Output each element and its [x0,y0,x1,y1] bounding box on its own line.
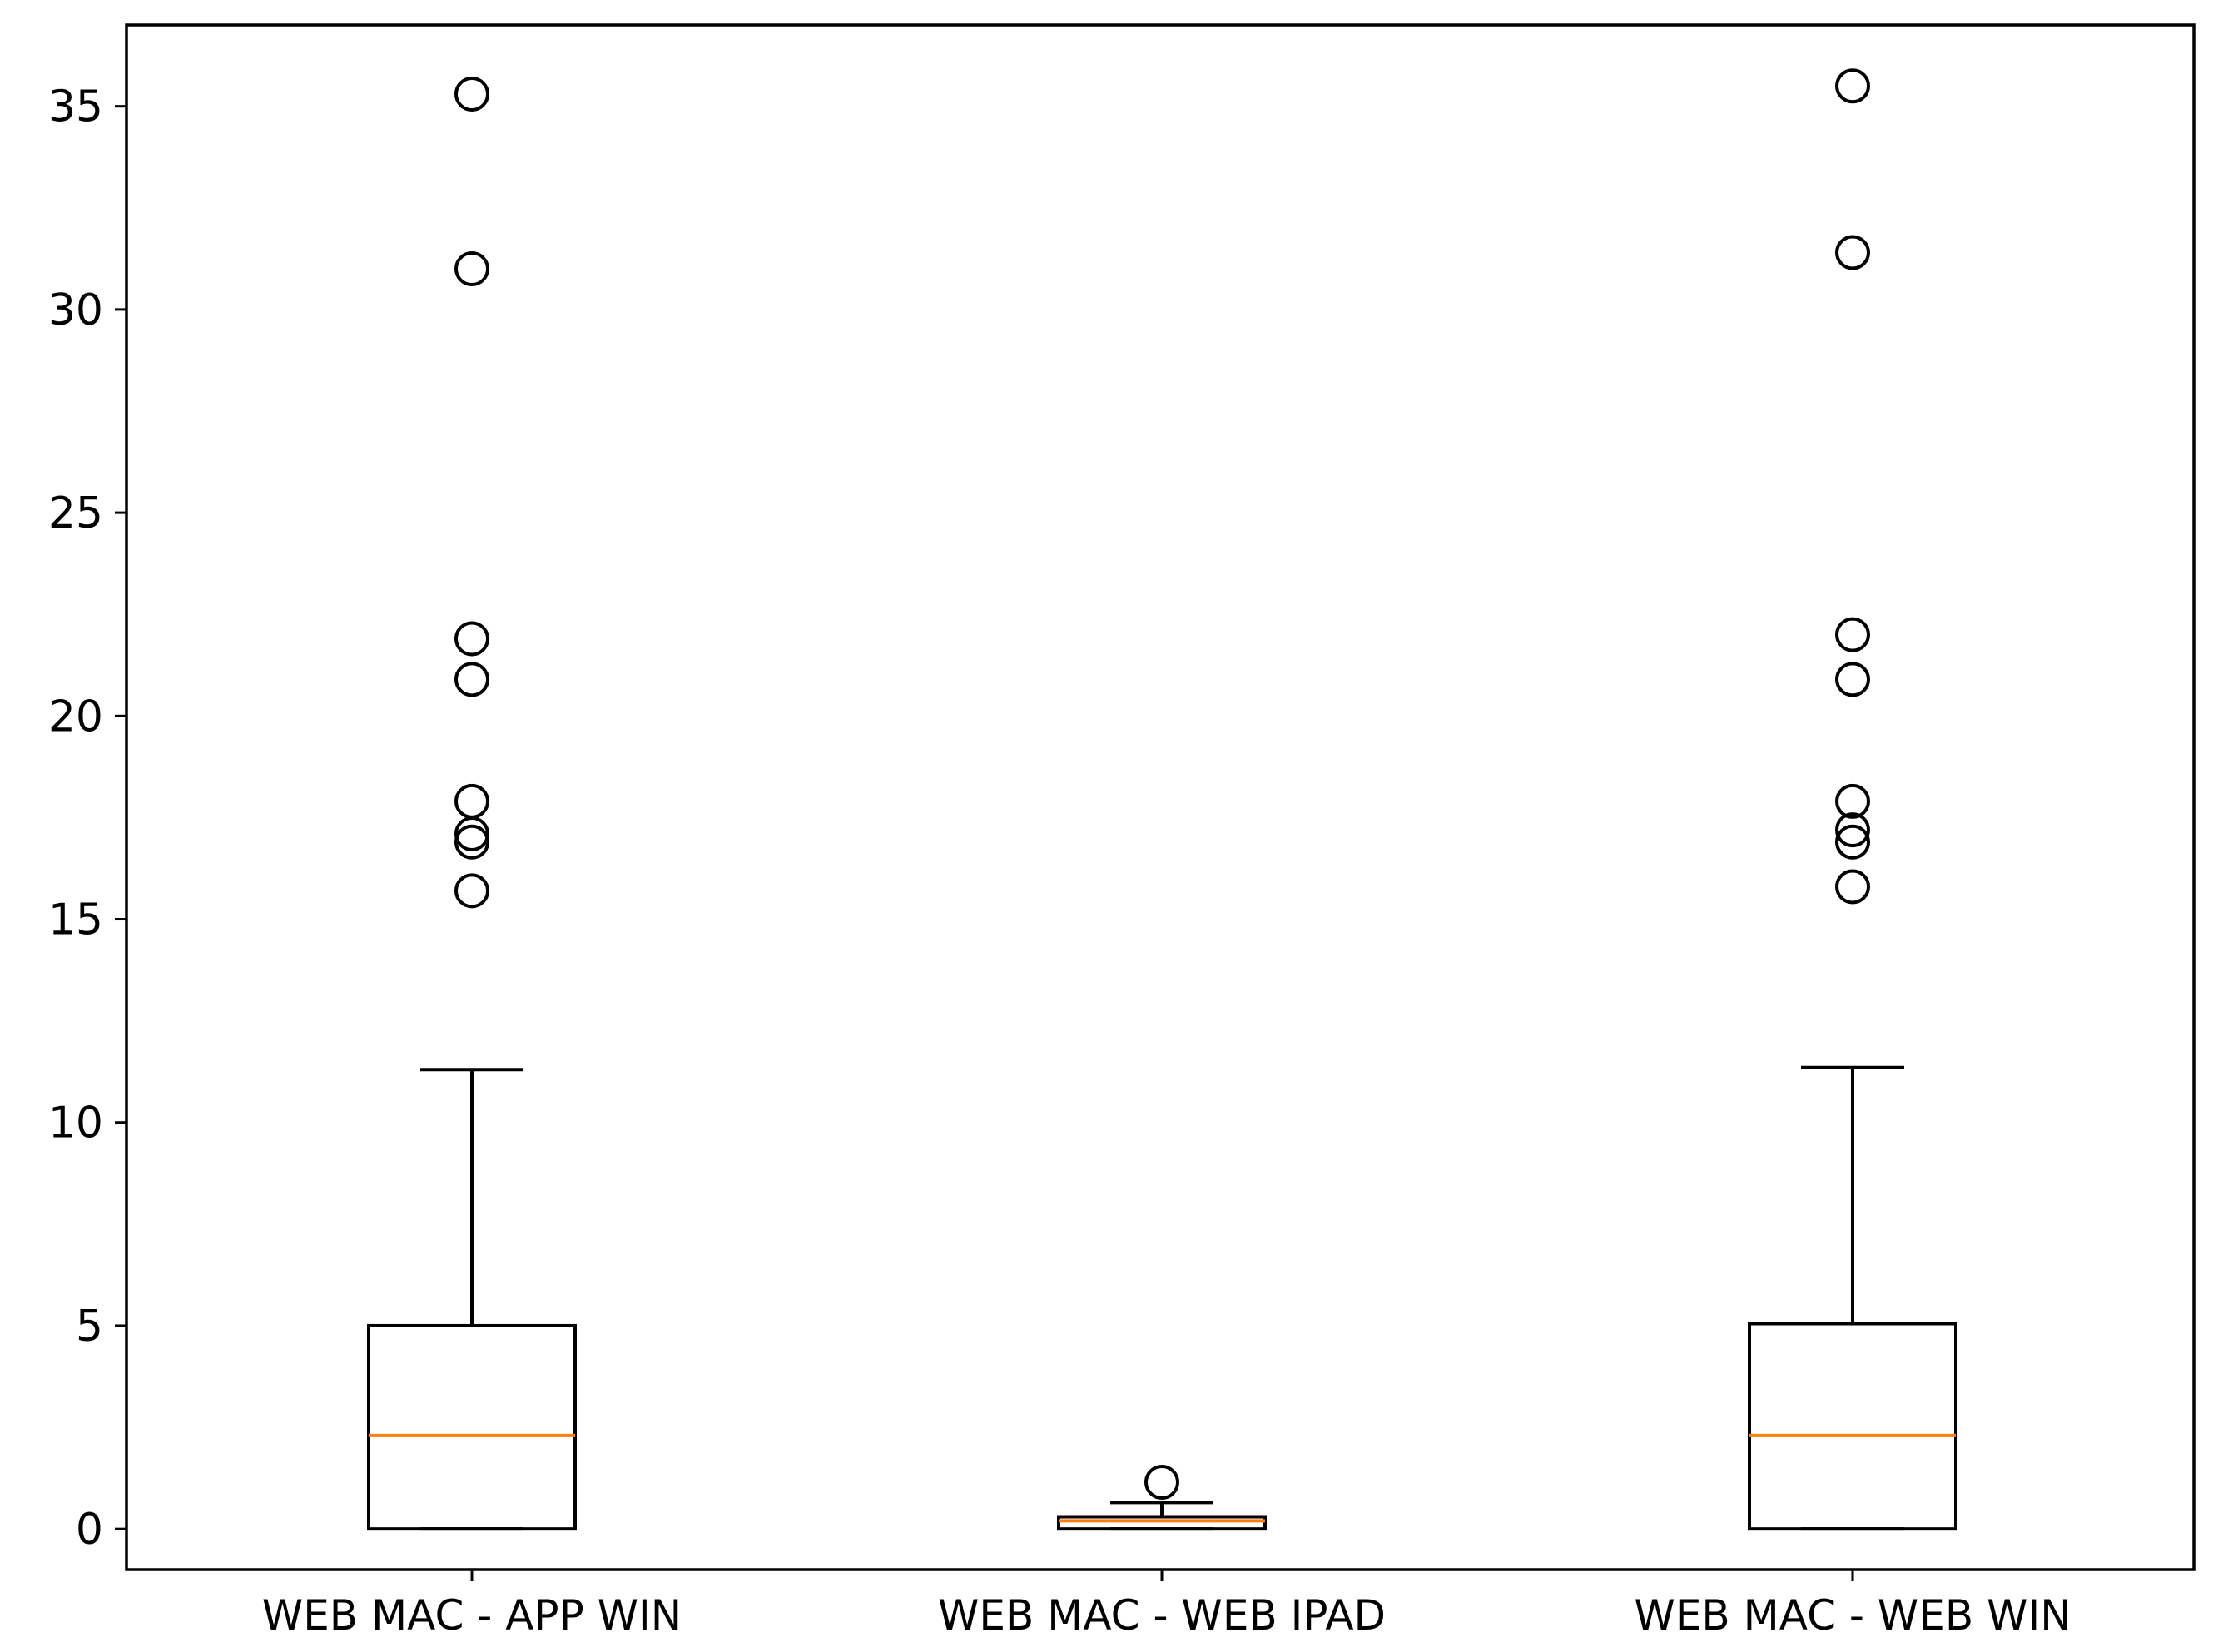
outlier-point [1835,783,1870,819]
box-group [1057,1464,1267,1531]
x-tick-label: WEB MAC - WEB WIN [1634,1591,2071,1640]
box-group [367,77,577,1531]
box-iqr [1748,1322,1957,1531]
box-iqr [367,1323,577,1531]
y-tick-label: 20 [48,692,103,742]
y-tick-label: 25 [48,489,103,538]
outlier-point [454,783,489,819]
outlier-point [1835,869,1870,905]
outlier-point [454,816,489,851]
outlier-point [1835,235,1870,270]
y-tick-label: 10 [48,1099,103,1148]
x-tick-label: WEB MAC - WEB IPAD [938,1591,1386,1640]
box-group [1748,68,1957,1531]
box-iqr [1057,1515,1267,1531]
outlier-point [454,824,489,860]
box-series [367,68,1957,1531]
y-tick-label: 15 [48,895,103,945]
y-tick-label: 35 [48,82,103,132]
outlier-point [454,251,489,287]
outlier-point [1835,68,1870,104]
outlier-point [454,621,489,657]
plot-frame [125,23,2196,1571]
y-tick-label: 5 [76,1302,103,1352]
x-tick-label: WEB MAC - APP WIN [262,1591,682,1640]
outlier-point [1835,824,1870,860]
outlier-point [454,77,489,112]
axis-ticks: 0 5 10 15 20 25 30 35 WEB MAC - APP WIN WEB MAC -… [48,82,2072,1640]
outlier-point [1835,662,1870,697]
outlier-point [454,873,489,909]
y-tick-label: 30 [48,285,103,335]
outlier-point [1144,1464,1179,1500]
outlier-point [1835,617,1870,652]
y-tick-label: 0 [76,1505,103,1555]
outlier-point [454,662,489,697]
outlier-point [1835,812,1870,848]
